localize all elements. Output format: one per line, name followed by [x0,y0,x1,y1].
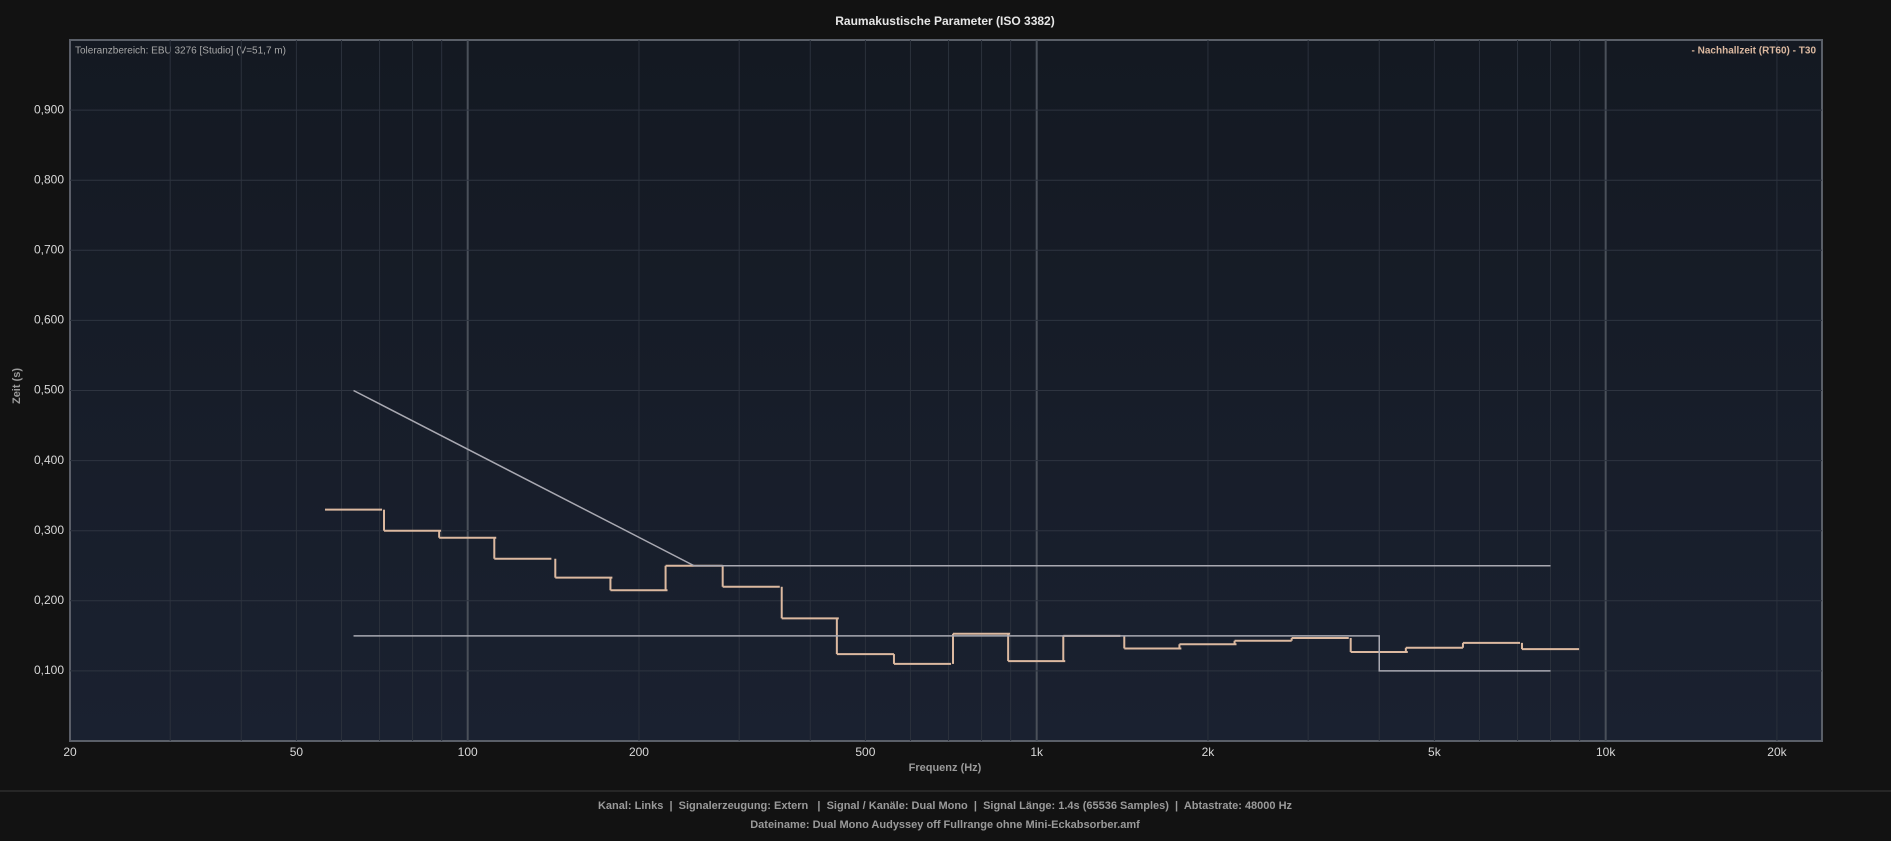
tolerance-line [353,389,1551,567]
y-tick-label: 0,400 [34,453,64,467]
x-tick-label: 200 [629,745,649,759]
annotation: Toleranzbereich: EBU 3276 [Studio] (V=51… [75,46,286,57]
x-tick-label: 5k [1428,745,1442,759]
y-tick-label: 0,100 [34,663,64,677]
y-tick-label: 0,500 [34,383,64,397]
y-tick-label: 0,900 [34,102,64,116]
x-axis-label: Frequenz (Hz) [909,762,982,774]
x-tick-label: 2k [1202,745,1216,759]
y-axis-label: Zeit (s) [11,368,23,404]
x-tick-label: 20k [1767,745,1787,759]
footer-line: Kanal: Links | Signalerzeugung: Extern |… [598,800,1293,812]
y-tick-label: 0,200 [34,593,64,607]
x-tick-label: 1k [1030,745,1044,759]
tolerance-line [353,635,1551,672]
x-tick-label: 50 [290,745,304,759]
y-tick-label: 0,700 [34,242,64,256]
x-tick-label: 500 [855,745,875,759]
chart-title: Raumakustische Parameter (ISO 3382) [835,14,1054,28]
y-tick-label: 0,600 [34,313,64,327]
legend-entry: - Nachhallzeit (RT60) - T30 [1692,46,1817,57]
x-tick-label: 100 [458,745,478,759]
footer-line: Dateiname: Dual Mono Audyssey off Fullra… [750,819,1140,831]
y-tick-label: 0,800 [34,172,64,186]
y-tick-label: 0,300 [34,523,64,537]
x-tick-label: 20 [63,745,77,759]
x-tick-label: 10k [1596,745,1616,759]
